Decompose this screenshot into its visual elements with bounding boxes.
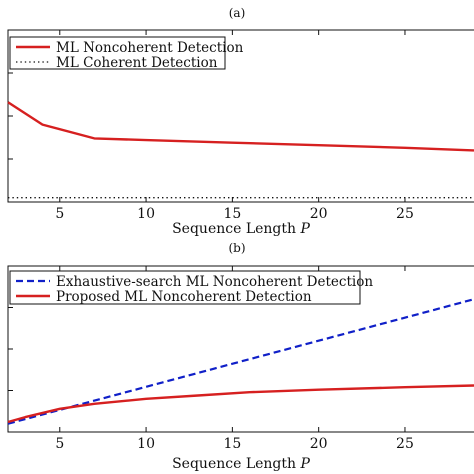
legend-box <box>9 36 226 70</box>
x-tick-label: 5 <box>55 436 64 452</box>
legend-label: Proposed ML Noncoherent Detection <box>56 289 312 305</box>
x-axis-label: Sequence Length P <box>172 221 310 237</box>
x-tick-label: 10 <box>137 436 155 452</box>
x-tick-label: 15 <box>223 436 241 452</box>
panel-caption: (b) <box>228 241 245 255</box>
series-line-1 <box>7 298 474 425</box>
x-tick-label: 15 <box>223 206 241 222</box>
x-tick-label: 20 <box>310 206 328 222</box>
x-tick-label: 25 <box>396 206 414 222</box>
legend-label: ML Coherent Detection <box>56 55 218 71</box>
series-line-1 <box>7 101 474 152</box>
x-tick-label: 10 <box>137 206 155 222</box>
x-tick-label: 5 <box>55 206 64 222</box>
x-tick-label: 20 <box>310 436 328 452</box>
legend-box <box>9 270 361 305</box>
x-tick-label: 25 <box>396 436 414 452</box>
panel-caption: (a) <box>229 6 246 20</box>
x-axis-label: Sequence Length P <box>172 456 310 472</box>
series-line-2 <box>7 384 474 424</box>
legend-label: ML Noncoherent Detection <box>56 40 244 56</box>
legend-label: Exhaustive-search ML Noncoherent Detecti… <box>56 274 373 290</box>
